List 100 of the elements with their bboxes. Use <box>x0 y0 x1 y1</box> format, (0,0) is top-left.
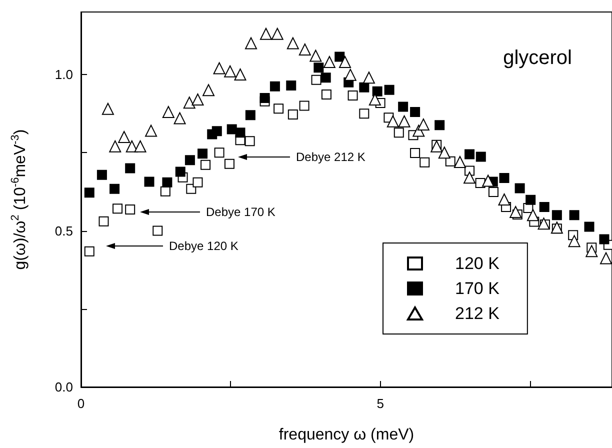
point <box>212 126 222 136</box>
point <box>499 172 510 183</box>
legend-label: 170 K <box>455 279 500 298</box>
point <box>224 158 234 169</box>
point <box>464 172 476 184</box>
point <box>359 82 370 92</box>
point <box>348 90 358 100</box>
point <box>96 170 107 180</box>
point <box>110 184 120 194</box>
point <box>323 56 336 68</box>
point <box>398 115 410 128</box>
point <box>144 176 154 187</box>
point <box>175 166 186 177</box>
point <box>183 96 196 109</box>
point <box>586 245 598 258</box>
point <box>569 210 580 220</box>
point <box>362 72 375 84</box>
point <box>200 160 211 170</box>
point <box>344 68 356 81</box>
annotation: Debye 120 K <box>169 239 238 253</box>
point <box>299 100 310 111</box>
point <box>271 28 284 40</box>
point <box>126 140 138 152</box>
point <box>286 37 299 50</box>
point <box>234 68 246 80</box>
point <box>311 74 322 85</box>
point <box>417 118 430 130</box>
point <box>584 222 594 232</box>
point <box>454 156 466 168</box>
point <box>482 174 494 187</box>
point <box>214 148 224 158</box>
point <box>498 194 510 206</box>
point <box>434 120 445 130</box>
y-tick-label: 0.0 <box>54 380 73 394</box>
point <box>359 108 370 119</box>
point <box>410 148 420 158</box>
legend-label: 120 K <box>455 254 500 273</box>
annotation: Debye 212 K <box>296 150 366 164</box>
point <box>192 94 204 106</box>
point <box>84 188 94 198</box>
point <box>202 84 215 96</box>
point <box>125 204 136 214</box>
point <box>160 186 170 196</box>
point <box>430 140 443 152</box>
point <box>162 177 172 188</box>
y-axis-title: g(ω)/ω2 (10-6meV-3) <box>10 129 29 270</box>
point <box>320 72 331 83</box>
y-tick-label: 1.0 <box>54 67 73 82</box>
x-tick-label: 5 <box>376 396 384 411</box>
point <box>310 50 322 62</box>
point <box>286 80 296 90</box>
point <box>420 157 430 168</box>
point <box>235 128 246 138</box>
point <box>600 252 612 264</box>
point <box>526 194 536 205</box>
point <box>84 246 94 256</box>
legend-label: 212 K <box>455 304 500 323</box>
point <box>245 37 258 50</box>
annotation: Debye 170 K <box>206 205 276 219</box>
point <box>510 206 522 218</box>
point <box>539 202 550 212</box>
point <box>174 112 186 124</box>
point <box>270 81 280 92</box>
point <box>372 86 382 96</box>
point <box>134 140 146 152</box>
point <box>118 131 130 143</box>
point <box>192 177 203 188</box>
point <box>552 210 562 220</box>
point <box>145 124 158 137</box>
point <box>112 204 123 214</box>
annotation: glycerol <box>503 47 572 69</box>
point <box>438 146 450 159</box>
point <box>298 44 311 56</box>
point <box>184 155 195 166</box>
point <box>334 52 345 62</box>
point <box>125 163 136 174</box>
point <box>476 152 486 162</box>
point <box>321 90 332 100</box>
point <box>152 226 163 236</box>
x-tick-label: 0 <box>77 396 85 411</box>
point <box>488 187 498 197</box>
x-axis-title: frequency ω (meV) <box>278 426 414 444</box>
point <box>245 110 256 120</box>
point <box>464 149 475 160</box>
point <box>98 216 109 226</box>
point <box>102 102 114 115</box>
point <box>526 209 539 222</box>
point <box>109 140 122 152</box>
point <box>162 106 174 118</box>
point <box>514 183 525 194</box>
point <box>410 107 420 117</box>
point <box>274 104 284 114</box>
point <box>260 28 272 40</box>
point <box>394 128 404 138</box>
point <box>244 136 255 146</box>
point <box>368 94 381 106</box>
point <box>213 62 226 74</box>
point <box>260 92 270 103</box>
point <box>339 56 352 68</box>
point <box>568 235 580 248</box>
